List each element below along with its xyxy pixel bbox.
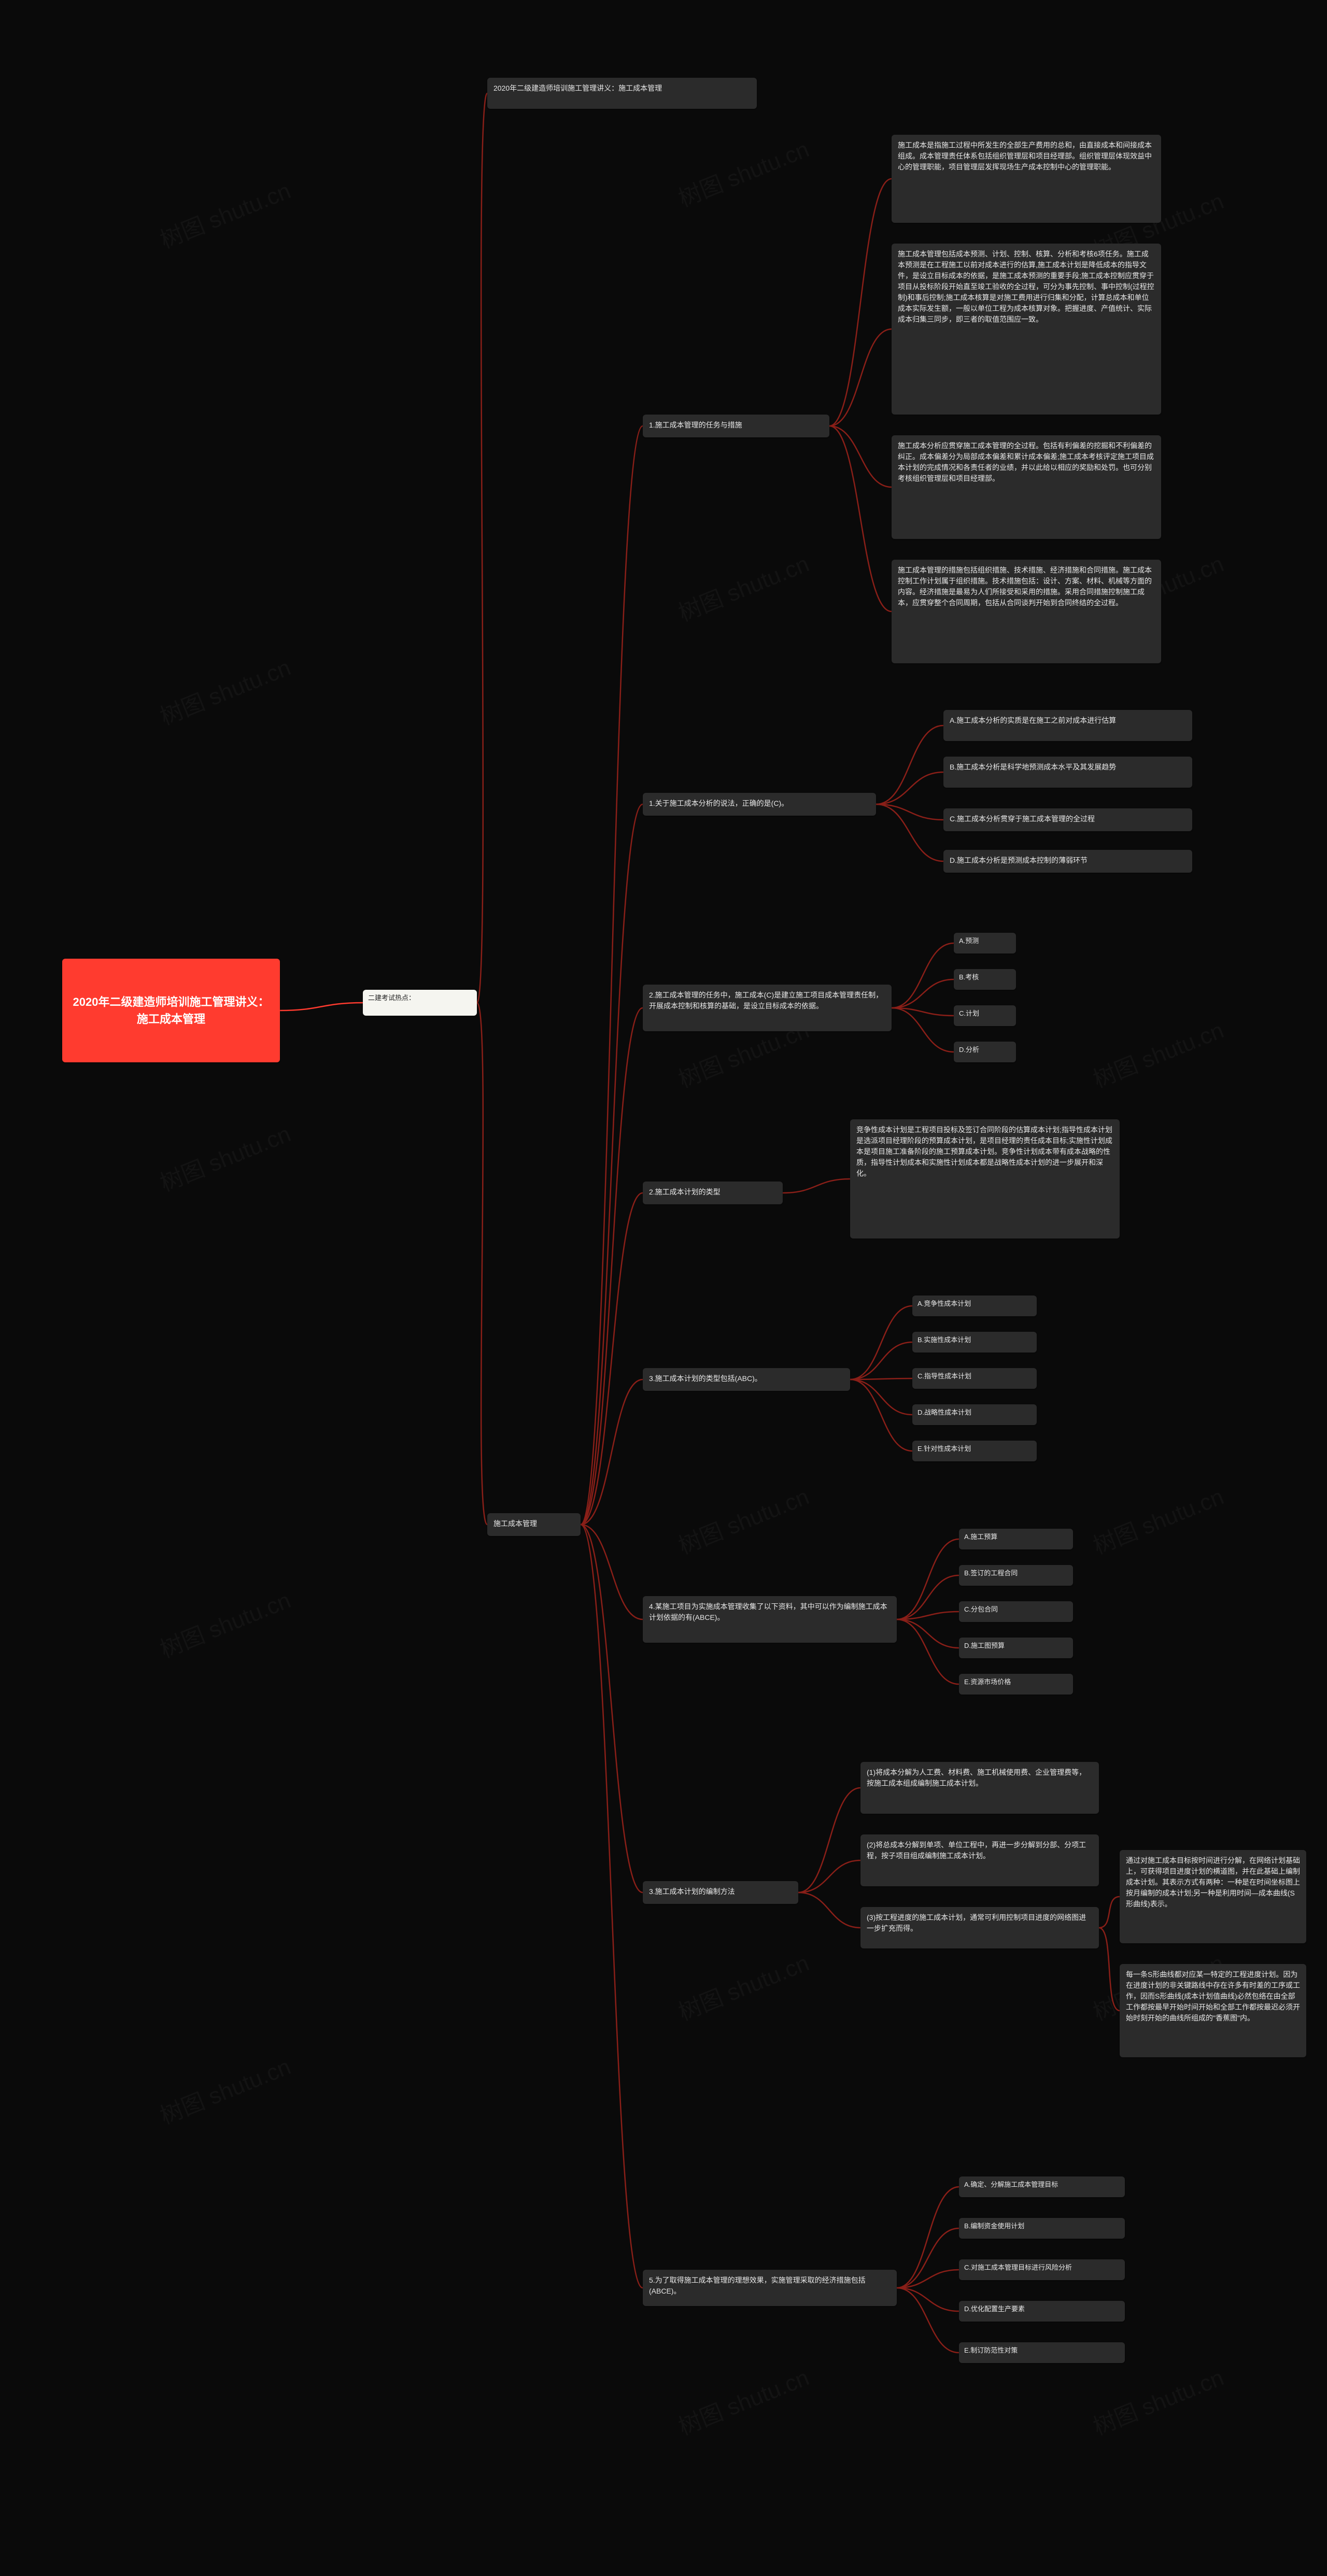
mindmap-edge xyxy=(897,1619,959,1648)
mindmap-edge xyxy=(783,1179,850,1193)
mindmap-edge xyxy=(581,1525,643,2288)
mindmap-node[interactable]: E.针对性成本计划 xyxy=(912,1441,1037,1461)
mindmap-node[interactable]: 竞争性成本计划是工程项目投标及签订合同阶段的估算成本计划;指导性成本计划是选派项… xyxy=(850,1119,1120,1239)
mindmap-edge xyxy=(581,804,643,1525)
mindmap-node[interactable]: A.确定、分解施工成本管理目标 xyxy=(959,2176,1125,2197)
mindmap-node[interactable]: D.优化配置生产要素 xyxy=(959,2301,1125,2322)
mindmap-edge xyxy=(897,1539,959,1619)
mindmap-node[interactable]: (1)将成本分解为人工费、材料费、施工机械使用费、企业管理费等，按施工成本组成编… xyxy=(860,1762,1099,1814)
mindmap-node[interactable]: 2020年二级建造师培训施工管理讲义：施工成本管理 xyxy=(487,78,757,109)
mindmap-node[interactable]: B.实施性成本计划 xyxy=(912,1332,1037,1353)
mindmap-node[interactable]: D.战略性成本计划 xyxy=(912,1404,1037,1425)
mindmap-edge xyxy=(850,1379,912,1415)
mindmap-node[interactable]: C.指导性成本计划 xyxy=(912,1368,1037,1389)
mindmap-edge xyxy=(829,329,892,426)
mindmap-node[interactable]: D.施工成本分析是预测成本控制的薄弱环节 xyxy=(943,850,1192,873)
mindmap-node[interactable]: D.分析 xyxy=(954,1042,1016,1062)
mindmap-edge xyxy=(581,1525,643,1892)
mindmap-edge xyxy=(477,1003,487,1525)
mindmap-edge xyxy=(897,1619,959,1684)
mindmap-node[interactable]: C.计划 xyxy=(954,1005,1016,1026)
mindmap-node[interactable]: 3.施工成本计划的类型包括(ABC)。 xyxy=(643,1368,850,1391)
mindmap-edge xyxy=(897,2288,959,2311)
mindmap-node[interactable]: 每一条S形曲线都对应某一特定的工程进度计划。因为在进度计划的非关键路线中存在许多… xyxy=(1120,1964,1306,2057)
mindmap-edge xyxy=(850,1379,912,1451)
mindmap-node[interactable]: (2)将总成本分解到单项、单位工程中，再进一步分解到分部、分项工程，按子项目组成… xyxy=(860,1834,1099,1886)
mindmap-node[interactable]: A.施工预算 xyxy=(959,1529,1073,1549)
mindmap-node[interactable]: B.编制资金使用计划 xyxy=(959,2218,1125,2239)
mindmap-node[interactable]: C.施工成本分析贯穿于施工成本管理的全过程 xyxy=(943,808,1192,831)
mindmap-edge xyxy=(850,1342,912,1379)
mindmap-node[interactable]: 施工成本管理 xyxy=(487,1513,581,1536)
mindmap-node[interactable]: A.预测 xyxy=(954,933,1016,953)
mindmap-edge xyxy=(897,2187,959,2288)
mindmap-edge xyxy=(280,1003,363,1011)
mindmap-edge xyxy=(892,943,954,1008)
mindmap-node[interactable]: 施工成本是指施工过程中所发生的全部生产费用的总和，由直接成本和间接成本组成。成本… xyxy=(892,135,1161,223)
mindmap-node[interactable]: E.资源市场价格 xyxy=(959,1674,1073,1695)
mindmap-node[interactable]: 2020年二级建造师培训施工管理讲义：施工成本管理 xyxy=(62,959,280,1062)
mindmap-edge xyxy=(897,2288,959,2353)
mindmap-node[interactable]: 5.为了取得施工成本管理的理想效果，实施管理采取的经济措施包括(ABCE)。 xyxy=(643,2270,897,2306)
mindmap-edge xyxy=(892,1008,954,1052)
mindmap-node[interactable]: C.对施工成本管理目标进行风险分析 xyxy=(959,2259,1125,2280)
mindmap-node[interactable]: 施工成本分析应贯穿施工成本管理的全过程。包括有利偏差的挖掘和不利偏差的纠正。成本… xyxy=(892,435,1161,539)
mindmap-node[interactable]: B.施工成本分析是科学地预测成本水平及其发展趋势 xyxy=(943,757,1192,788)
mindmap-edge xyxy=(1099,1928,1120,2011)
mindmap-canvas: 树图 shutu.cn树图 shutu.cn树图 shutu.cn树图 shut… xyxy=(0,0,1327,2576)
mindmap-edge xyxy=(876,772,943,804)
mindmap-edge xyxy=(876,804,943,861)
mindmap-edge xyxy=(477,93,487,1003)
mindmap-node[interactable]: 通过对施工成本目标按时间进行分解，在网络计划基础上，可获得项目进度计划的横道图，… xyxy=(1120,1850,1306,1943)
mindmap-node[interactable]: 4.某施工项目为实施成本管理收集了以下资料，其中可以作为编制施工成本计划依据的有… xyxy=(643,1596,897,1643)
mindmap-edge xyxy=(798,1860,860,1892)
mindmap-edge xyxy=(581,1193,643,1525)
mindmap-node[interactable]: A.施工成本分析的实质是在施工之前对成本进行估算 xyxy=(943,710,1192,741)
mindmap-edge xyxy=(829,426,892,487)
mindmap-node[interactable]: 二建考试热点： xyxy=(363,990,477,1016)
mindmap-node[interactable]: C.分包合同 xyxy=(959,1601,1073,1622)
mindmap-node[interactable]: 2.施工成本计划的类型 xyxy=(643,1182,783,1204)
mindmap-node[interactable]: 1.施工成本管理的任务与措施 xyxy=(643,415,829,437)
mindmap-node[interactable]: A.竞争性成本计划 xyxy=(912,1296,1037,1316)
mindmap-edge xyxy=(798,1892,860,1928)
mindmap-edge xyxy=(829,426,892,611)
mindmap-node[interactable]: 3.施工成本计划的编制方法 xyxy=(643,1881,798,1904)
mindmap-node[interactable]: 施工成本管理包括成本预测、计划、控制、核算、分析和考核6项任务。施工成本预测是在… xyxy=(892,244,1161,415)
mindmap-node[interactable]: (3)按工程进度的施工成本计划，通常可利用控制项目进度的网络图进一步扩充而得。 xyxy=(860,1907,1099,1948)
mindmap-node[interactable]: 施工成本管理的措施包括组织措施、技术措施、经济措施和合同措施。施工成本控制工作计… xyxy=(892,560,1161,663)
mindmap-node[interactable]: 1.关于施工成本分析的说法，正确的是(C)。 xyxy=(643,793,876,816)
mindmap-node[interactable]: D.施工图预算 xyxy=(959,1638,1073,1658)
mindmap-edge xyxy=(581,1008,643,1525)
mindmap-edge xyxy=(897,1575,959,1619)
mindmap-node[interactable]: 2.施工成本管理的任务中，施工成本(C)是建立施工项目成本管理责任制，开展成本控… xyxy=(643,985,892,1031)
mindmap-node[interactable]: B.考核 xyxy=(954,969,1016,990)
mindmap-edge xyxy=(892,979,954,1008)
mindmap-edge xyxy=(876,725,943,804)
mindmap-edge xyxy=(850,1306,912,1379)
mindmap-node[interactable]: B.签订的工程合同 xyxy=(959,1565,1073,1586)
mindmap-node[interactable]: E.制订防范性对策 xyxy=(959,2342,1125,2363)
mindmap-edge xyxy=(1099,1897,1120,1928)
mindmap-edge xyxy=(829,179,892,426)
